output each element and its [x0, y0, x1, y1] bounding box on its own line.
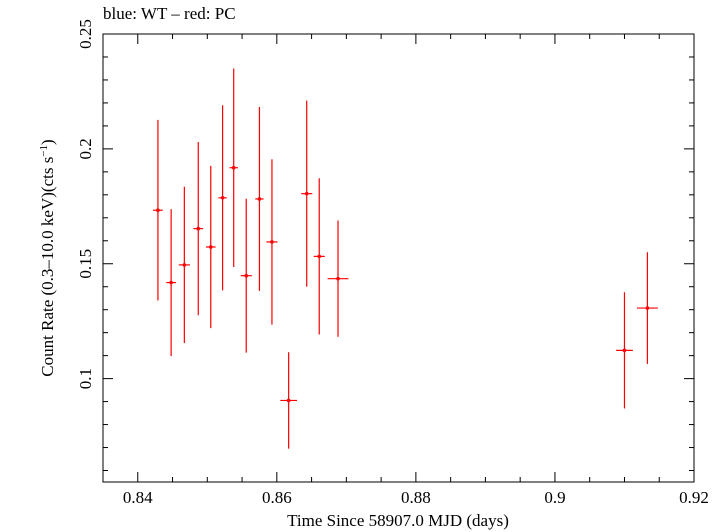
point-marker — [196, 226, 201, 231]
data-point — [280, 352, 297, 449]
chart-title: blue: WT – red: PC — [103, 4, 236, 23]
y-tick-label: 0.2 — [76, 138, 95, 159]
x-axis-label: Time Since 58907.0 MJD (days) — [287, 511, 509, 530]
point-marker — [208, 245, 213, 249]
x-tick-label: 0.9 — [544, 488, 565, 507]
data-point — [218, 105, 227, 291]
data-point — [266, 159, 278, 325]
data-point — [616, 292, 633, 409]
point-marker — [182, 263, 187, 267]
axes: 0.84 0.86 0.88 0.9 0.92 0.1 0.15 0.2 0.25 — [76, 19, 709, 507]
point-marker — [645, 306, 650, 310]
point-marker — [317, 254, 322, 259]
y-tick-label: 0.15 — [76, 249, 95, 279]
data-point — [636, 252, 658, 364]
plot-frame — [102, 33, 695, 483]
point-marker — [336, 276, 340, 281]
point-marker — [231, 165, 236, 170]
point-marker — [622, 348, 627, 353]
point-marker — [270, 240, 274, 244]
point-marker — [156, 208, 160, 213]
data-point — [327, 220, 349, 337]
data-point — [205, 165, 216, 329]
y-axis-label: Count Rate (0.3–10.0 keV)(cts s−1) — [38, 139, 57, 376]
y-axis-label-main: Count Rate (0.3–10.0 keV)(cts s — [38, 157, 57, 377]
data-point — [178, 186, 190, 344]
data-point — [193, 141, 204, 316]
point-marker — [304, 191, 309, 196]
point-marker — [286, 398, 291, 403]
data-point — [240, 198, 252, 353]
point-marker — [244, 273, 249, 278]
y-axis-label-end: ) — [38, 139, 57, 145]
point-marker — [169, 280, 173, 285]
x-tick-label: 0.86 — [262, 488, 292, 507]
x-tick-label: 0.88 — [401, 488, 431, 507]
y-axis-label-sup: −1 — [38, 145, 50, 157]
point-marker — [220, 196, 225, 200]
data-point — [229, 68, 238, 267]
y-tick-label: 0.1 — [76, 368, 95, 389]
y-tick-label: 0.25 — [76, 19, 95, 49]
data-point — [255, 107, 264, 291]
data-point — [166, 209, 177, 357]
x-tick-label: 0.84 — [123, 488, 153, 507]
data-point — [301, 100, 313, 287]
x-tick-label: 0.92 — [679, 488, 709, 507]
data-point — [313, 178, 325, 335]
point-marker — [257, 197, 262, 201]
data-point — [153, 119, 163, 301]
data-points — [153, 68, 658, 449]
